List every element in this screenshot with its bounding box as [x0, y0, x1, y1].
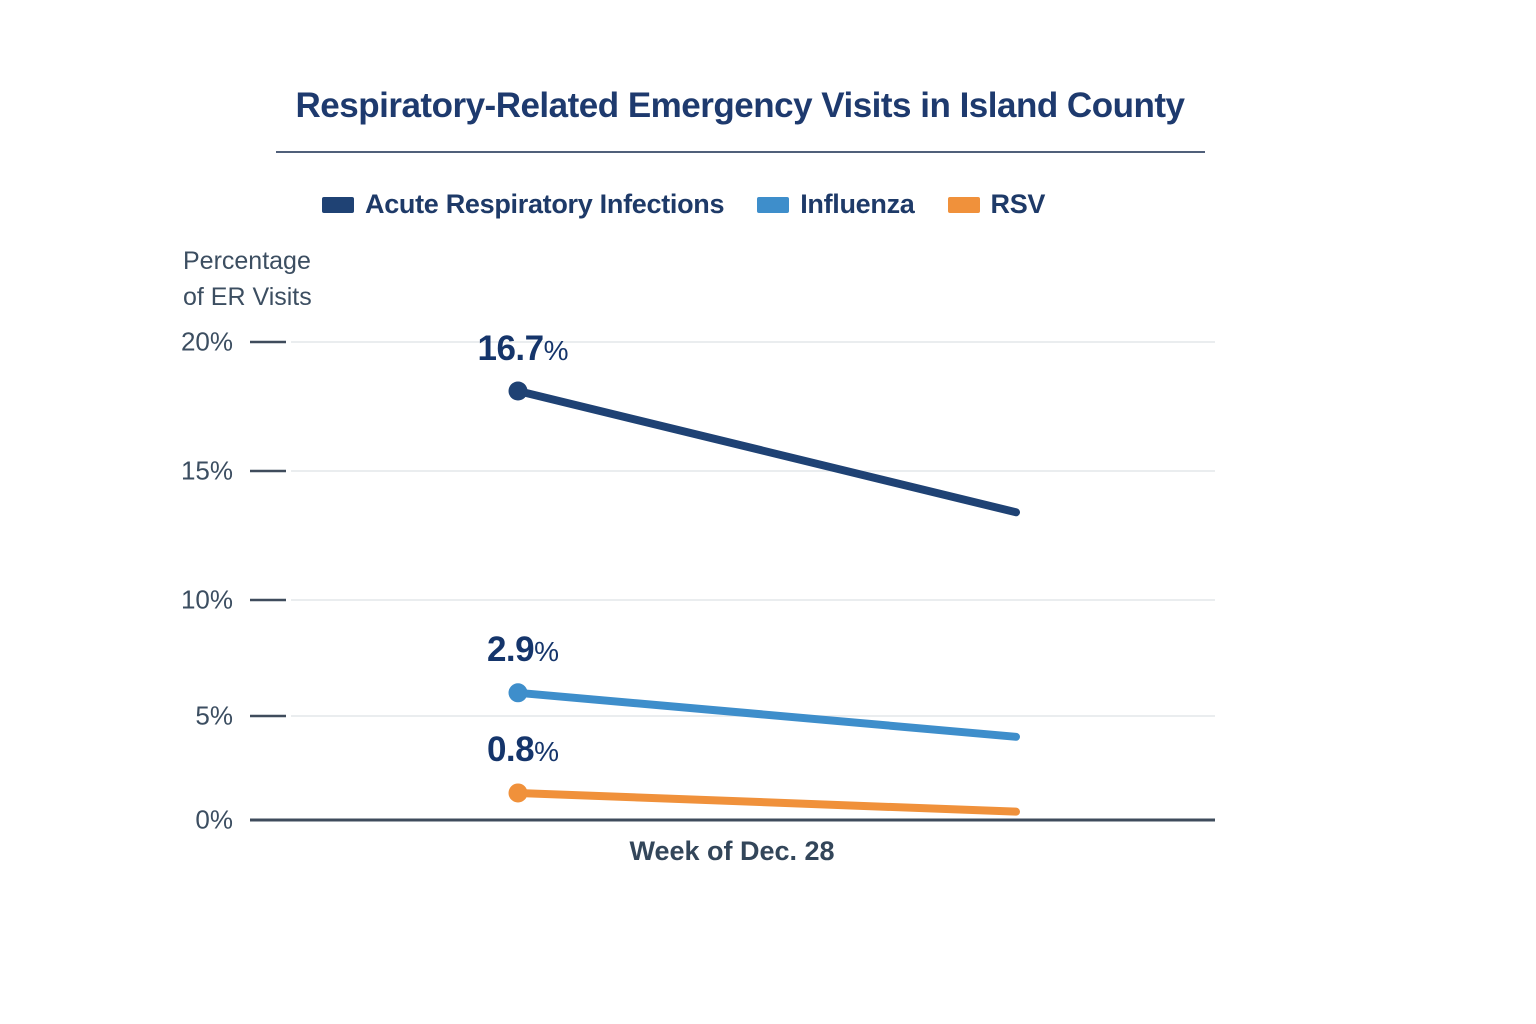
- data-label-percent-sign: %: [534, 736, 560, 768]
- y-axis-title-line-2: of ER Visits: [183, 283, 312, 311]
- data-label-percent-sign: %: [543, 334, 569, 366]
- legend-swatch-acute-respiratory-infections: [322, 196, 354, 213]
- y-axis-title: Percentage of ER Visits: [183, 243, 312, 315]
- y-tick-5: 5%: [195, 700, 233, 731]
- y-tick-0: 0%: [195, 804, 233, 835]
- legend-item-rsv: RSV: [947, 189, 1046, 220]
- series-start-point-rsv: [508, 783, 528, 803]
- data-label-rsv: 0.8%: [487, 730, 559, 770]
- y-tick-10: 10%: [180, 584, 233, 615]
- title-divider: [276, 151, 1205, 153]
- data-label-influenza: 2.9%: [487, 630, 559, 670]
- legend-swatch-rsv: [947, 196, 980, 213]
- series-line-influenza: [514, 688, 1020, 741]
- y-tick-20: 20%: [180, 326, 233, 357]
- series-line-acute-respiratory-infections: [514, 387, 1020, 517]
- legend-label: Acute Respiratory Infections: [365, 189, 725, 219]
- x-axis-label: Week of Dec. 28: [629, 836, 835, 866]
- data-label-acute-respiratory-infections: 16.7%: [477, 329, 568, 369]
- legend-swatch-influenza: [757, 196, 790, 213]
- data-label-percent-sign: %: [534, 636, 560, 668]
- chart-title: Respiratory-Related Emergency Visits in …: [295, 86, 1185, 125]
- data-label-value: 16.7: [477, 328, 544, 368]
- legend-item-acute-respiratory-infections: Acute Respiratory Infections: [322, 189, 724, 220]
- series-start-point-acute-respiratory-infections: [508, 381, 528, 401]
- series-start-point-influenza: [508, 683, 528, 703]
- series-line-rsv: [514, 788, 1020, 816]
- data-label-value: 0.8: [486, 730, 535, 770]
- legend: Acute Respiratory Infections Influenza R…: [322, 189, 1045, 220]
- legend-label: Influenza: [800, 189, 915, 219]
- legend-item-influenza: Influenza: [757, 189, 915, 220]
- y-axis-title-line-1: Percentage: [183, 247, 311, 275]
- data-label-value: 2.9: [486, 630, 535, 670]
- legend-label: RSV: [990, 189, 1046, 219]
- y-tick-15: 15%: [180, 455, 233, 486]
